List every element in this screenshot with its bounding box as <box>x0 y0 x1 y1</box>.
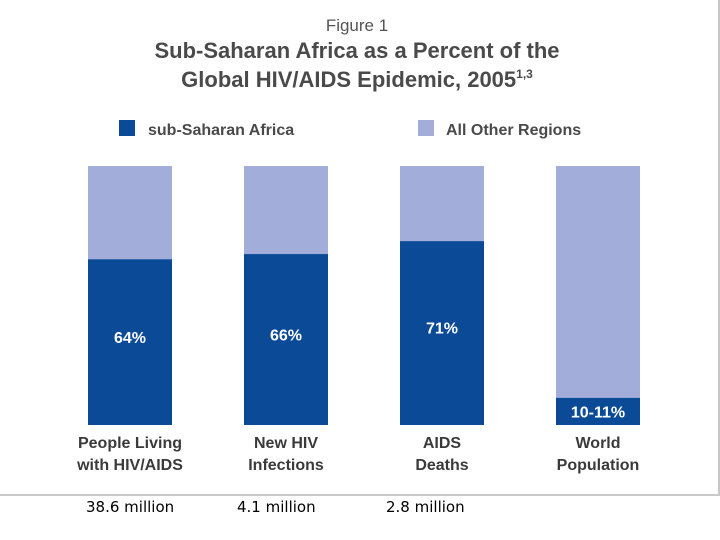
chart-title-line-2: Global HIV/AIDS Epidemic, 20051,3 <box>181 67 533 92</box>
legend-label-sub-saharan-africa: sub-Saharan Africa <box>148 122 294 139</box>
category-label-world-population-line-2: Population <box>557 457 640 474</box>
data-label-people-living-with-hiv-aids: 64% <box>114 330 146 347</box>
bar-sub-saharan-people-living-with-hiv-aids <box>88 259 172 425</box>
footnote-people-living: 38.6 million <box>86 498 175 516</box>
category-label-new-hiv-infections-line-2: Infections <box>248 457 324 474</box>
bar-other-regions-world-population <box>556 166 640 398</box>
title-superscript: 1,3 <box>516 67 533 81</box>
bar-sub-saharan-new-hiv-infections <box>244 254 328 425</box>
chart-title-line-2-text: Global HIV/AIDS Epidemic, 2005 <box>181 67 516 92</box>
footnote-new-infections: 4.1 million <box>237 498 316 516</box>
bars-group: 64% People Living with HIV/AIDS 66% New HIV I… <box>76 166 640 474</box>
category-label-people-living-with-hiv-aids-line-2: with HIV/AIDS <box>76 457 183 474</box>
category-label-aids-deaths-line-2: Deaths <box>415 457 468 474</box>
category-label-new-hiv-infections-line-1: New HIV <box>254 435 318 452</box>
chart-frame <box>0 0 720 496</box>
legend-swatch-sub-saharan-africa <box>119 120 135 136</box>
bar-other-regions-aids-deaths <box>400 166 484 242</box>
legend-swatch-all-other-regions <box>418 120 434 136</box>
stacked-bar-chart: Figure 1 Sub-Saharan Africa as a Percent… <box>76 16 640 474</box>
footnote-aids-deaths: 2.8 million <box>386 498 465 516</box>
legend-label-all-other-regions: All Other Regions <box>446 122 581 139</box>
bar-sub-saharan-aids-deaths <box>400 241 484 425</box>
bar-other-regions-people-living-with-hiv-aids <box>88 166 172 260</box>
bar-other-regions-new-hiv-infections <box>244 166 328 255</box>
data-label-world-population: 10-11% <box>571 404 625 421</box>
category-label-aids-deaths-line-1: AIDS <box>423 435 462 452</box>
category-label-world-population-line-1: World <box>575 435 620 452</box>
bar-sub-saharan-world-population <box>556 397 640 425</box>
category-label-people-living-with-hiv-aids-line-1: People Living <box>78 435 182 452</box>
data-label-aids-deaths: 71% <box>426 321 458 338</box>
data-label-new-hiv-infections: 66% <box>270 327 302 344</box>
chart-title-line-1: Sub-Saharan Africa as a Percent of the <box>154 38 559 63</box>
figure-label: Figure 1 <box>326 16 388 35</box>
